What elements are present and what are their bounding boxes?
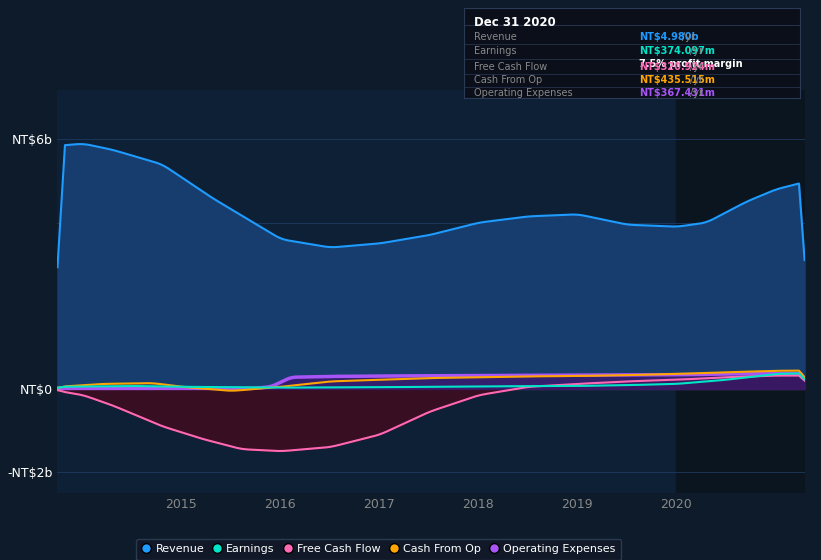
Text: NT$320.924m: NT$320.924m xyxy=(639,62,715,72)
Text: /yr: /yr xyxy=(681,32,695,42)
Bar xyxy=(676,90,805,493)
Text: Revenue: Revenue xyxy=(474,32,516,42)
Text: Operating Expenses: Operating Expenses xyxy=(474,87,572,97)
Text: NT$367.431m: NT$367.431m xyxy=(639,87,715,97)
Text: /yr: /yr xyxy=(690,62,704,72)
Text: Cash From Op: Cash From Op xyxy=(474,75,542,85)
Text: NT$374.097m: NT$374.097m xyxy=(639,46,715,57)
Text: Free Cash Flow: Free Cash Flow xyxy=(474,62,548,72)
Text: NT$4.980b: NT$4.980b xyxy=(639,32,699,42)
Text: /yr: /yr xyxy=(690,46,704,57)
Text: Dec 31 2020: Dec 31 2020 xyxy=(474,16,556,29)
Text: 7.5% profit margin: 7.5% profit margin xyxy=(639,59,742,69)
Text: Earnings: Earnings xyxy=(474,46,516,57)
Text: NT$435.515m: NT$435.515m xyxy=(639,75,715,85)
Legend: Revenue, Earnings, Free Cash Flow, Cash From Op, Operating Expenses: Revenue, Earnings, Free Cash Flow, Cash … xyxy=(136,539,621,560)
Text: /yr: /yr xyxy=(690,75,704,85)
Text: /yr: /yr xyxy=(690,87,704,97)
